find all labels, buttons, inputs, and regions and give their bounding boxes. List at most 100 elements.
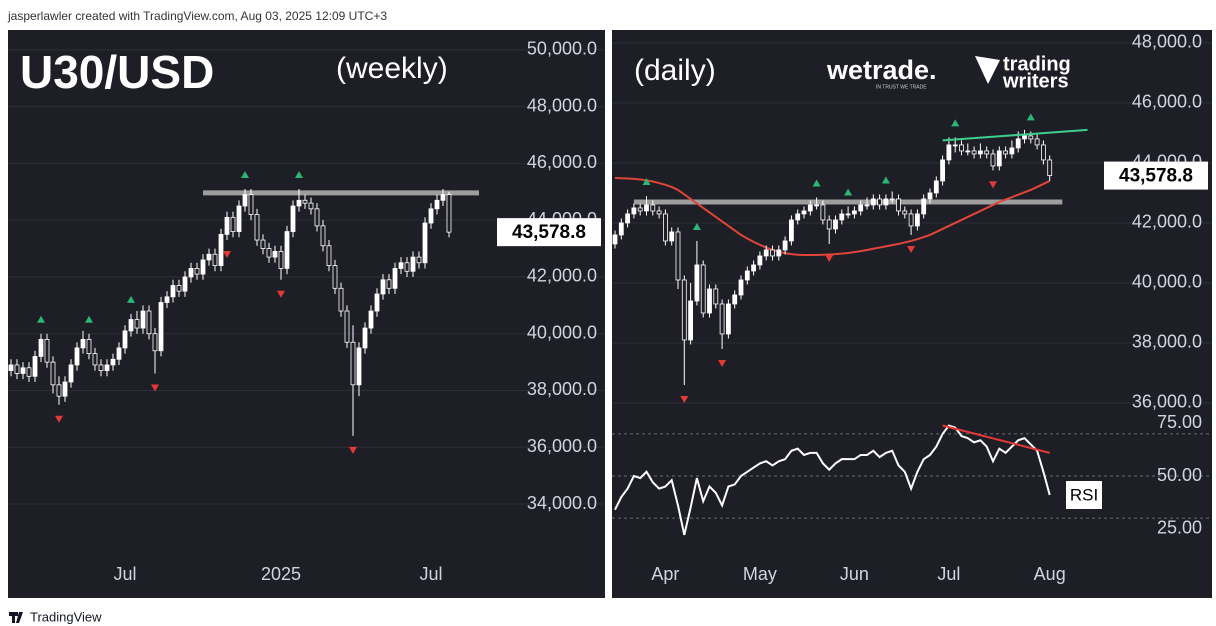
candle-body <box>959 144 964 152</box>
y-tick-label: 42,000.0 <box>527 266 597 286</box>
rsi-tick-label: 50.00 <box>1157 465 1202 485</box>
x-tick-label: 2025 <box>261 564 301 584</box>
candle-body <box>833 219 838 230</box>
chart-subtitle: (weekly) <box>336 52 448 85</box>
candle-body <box>877 198 882 206</box>
y-tick-label: 42,000.0 <box>1132 212 1202 232</box>
y-tick-label: 38,000.0 <box>1132 332 1202 352</box>
swing-high-marker <box>241 170 249 178</box>
candle-body <box>374 293 380 312</box>
swing-high-marker <box>844 188 853 196</box>
swing-high-marker <box>692 222 701 230</box>
y-tick-label: 46,000.0 <box>527 152 597 172</box>
candle-body <box>883 198 889 206</box>
swing-low-marker <box>151 384 159 392</box>
swing-high-marker <box>812 179 821 187</box>
swing-low-marker <box>718 359 727 367</box>
x-tick-label: Aug <box>1034 564 1066 584</box>
swing-low-marker <box>680 395 689 403</box>
candle-body <box>870 198 876 206</box>
candle-body <box>164 296 170 303</box>
candle-body <box>820 204 826 221</box>
candle-body <box>625 213 630 224</box>
candle-body <box>650 204 656 212</box>
candle-body <box>248 194 254 215</box>
candle-body <box>98 364 104 372</box>
candle-body <box>410 256 416 272</box>
candle-body <box>362 327 368 349</box>
candle-body <box>182 276 188 292</box>
candle-body <box>908 213 914 227</box>
swing-low-marker <box>825 254 834 262</box>
candle-body <box>1034 138 1040 146</box>
candle-body <box>971 150 977 155</box>
swing-high-marker <box>127 295 135 303</box>
swing-low-marker <box>349 446 357 454</box>
chart-subtitle: (daily) <box>634 54 716 87</box>
y-tick-label: 40,000.0 <box>1132 272 1202 292</box>
candle-body <box>50 361 56 386</box>
candle-body <box>176 285 182 292</box>
candle-body <box>795 213 801 221</box>
chart-layer: 34,000.0 36,000.0 38,000.0 40,000.0 42,000.0… <box>8 32 1212 584</box>
candle-body <box>188 268 194 278</box>
candle-body <box>8 364 14 372</box>
candle-body <box>984 150 990 155</box>
candle-body <box>104 364 110 372</box>
candle-body <box>68 364 74 383</box>
candle-body <box>368 310 374 329</box>
rsi-trendline <box>942 424 1050 454</box>
candle-body <box>38 339 44 357</box>
candle-body <box>260 239 266 249</box>
y-tick-label: 50,000.0 <box>527 39 597 59</box>
swing-low-marker <box>277 290 285 298</box>
candle-body <box>1022 135 1027 140</box>
candle-body <box>110 358 116 366</box>
candle-body <box>326 245 332 267</box>
candle-body <box>801 210 807 215</box>
candle-body <box>344 310 350 343</box>
y-tick-label: 36,000.0 <box>1132 392 1202 412</box>
rsi-label-box <box>1066 481 1102 509</box>
candle-body <box>32 356 38 377</box>
candle-body <box>116 347 122 360</box>
swing-high-marker <box>1026 113 1035 121</box>
candle-body <box>170 285 176 298</box>
candle-body <box>122 330 128 349</box>
candle-body <box>128 319 134 332</box>
candle-body <box>380 279 386 295</box>
candle-body <box>669 231 675 242</box>
candle-body <box>296 199 302 207</box>
candle-body <box>14 364 20 374</box>
candle-body <box>675 231 681 281</box>
candle-body <box>1009 147 1015 155</box>
logo-text: writers <box>1002 70 1069 92</box>
rsi-line <box>614 424 1051 536</box>
candle-body <box>782 240 788 251</box>
candle-body <box>763 249 769 257</box>
moving-average <box>614 176 1051 257</box>
candle-body <box>637 207 643 212</box>
candle-body <box>44 339 50 363</box>
swing-low-marker <box>907 245 916 253</box>
footer-logo <box>9 612 23 623</box>
candle-body <box>807 204 813 212</box>
candle-body <box>618 222 624 236</box>
candle-body <box>864 204 870 207</box>
candle-body <box>996 150 1002 167</box>
candle-body <box>726 303 731 335</box>
candle-body <box>20 367 26 374</box>
candle-body <box>1028 135 1034 140</box>
candle-body <box>266 248 272 258</box>
candle-body <box>62 381 68 397</box>
candle-body <box>852 210 857 215</box>
candle-body <box>146 310 152 335</box>
logo-text: trading <box>1003 53 1071 75</box>
candle-body <box>206 253 212 261</box>
candle-body <box>839 213 845 221</box>
candle-body <box>398 262 404 269</box>
candle-body <box>896 198 901 212</box>
candle-body <box>940 159 945 182</box>
swing-low-marker <box>223 251 231 259</box>
